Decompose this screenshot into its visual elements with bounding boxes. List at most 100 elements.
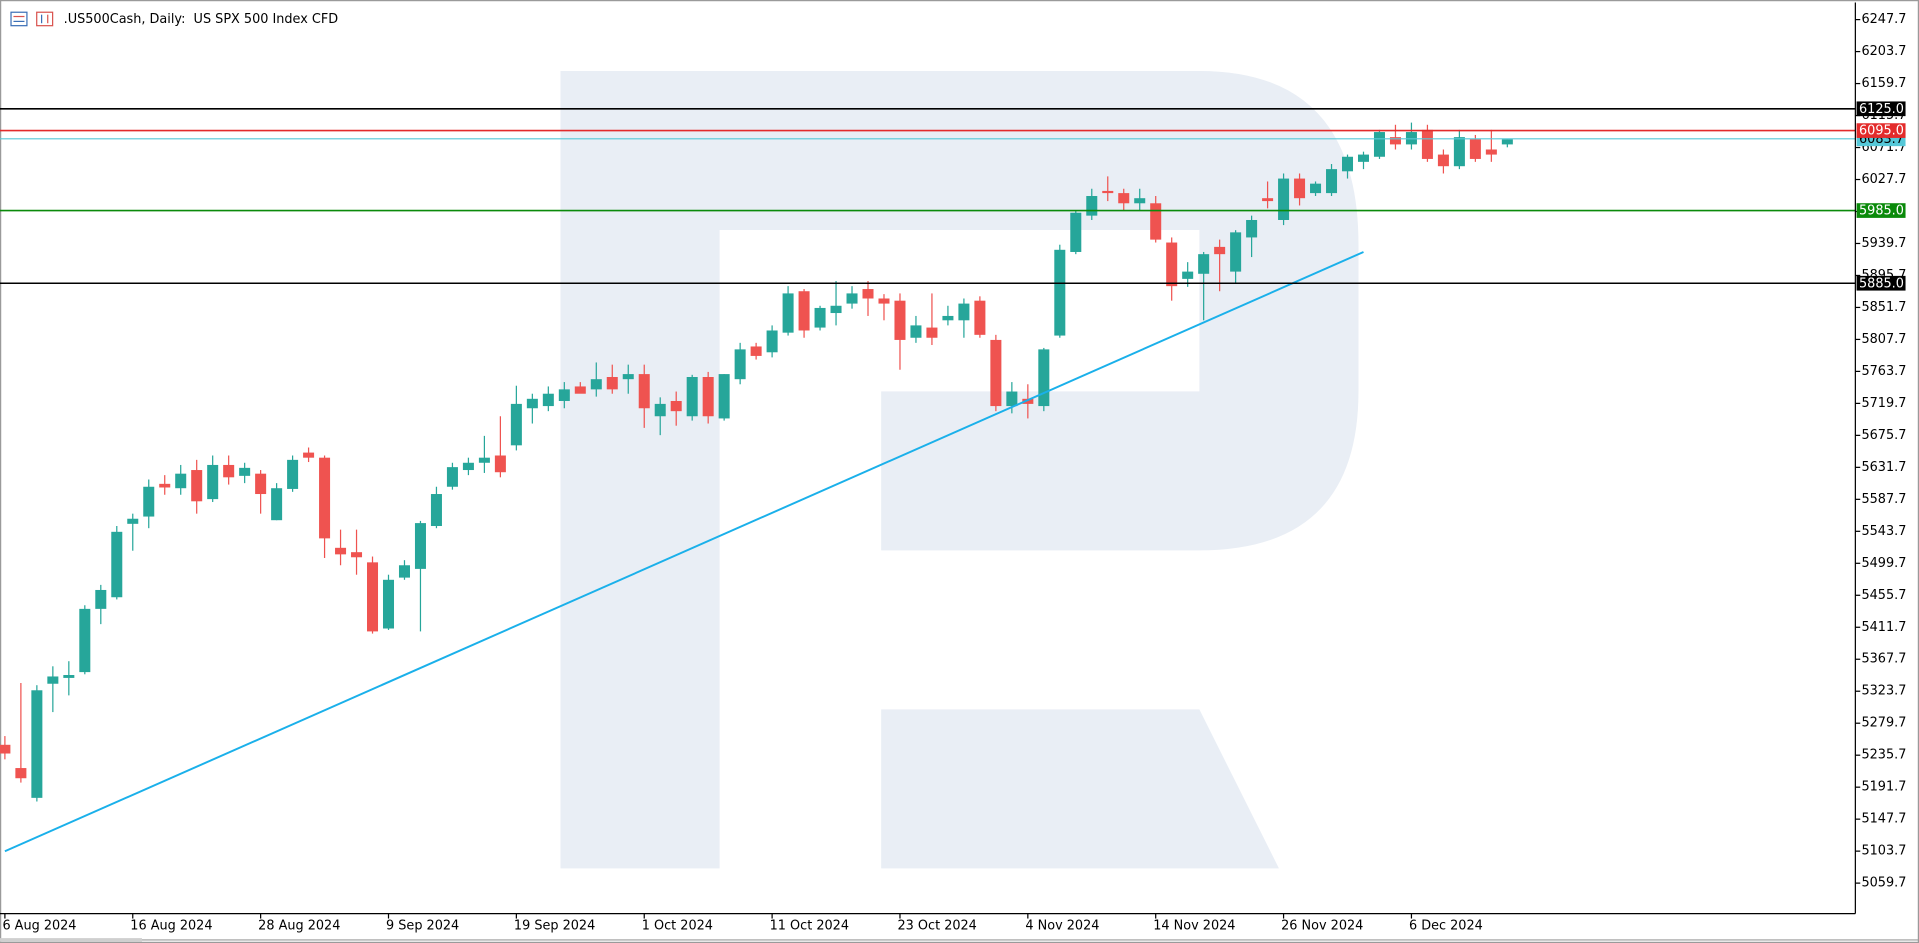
y-tick-label: 5631.7: [1861, 460, 1906, 475]
candle-body: [958, 303, 970, 321]
candle-body: [910, 325, 922, 338]
candle-body: [862, 289, 874, 299]
candle-body: [398, 565, 410, 578]
candle-body: [95, 589, 107, 609]
candle-body: [1357, 154, 1370, 162]
x-tick-label: 9 Sep 2024: [386, 918, 459, 933]
candle-body: [1182, 271, 1194, 279]
toolbar-icons: [10, 11, 54, 27]
level-tag: [1856, 203, 1906, 218]
candle-body: [510, 403, 522, 446]
candle-body: [558, 389, 570, 401]
candle-body: [606, 377, 618, 390]
y-tick-label: 5807.7: [1861, 332, 1906, 347]
candle-body: [1214, 246, 1226, 255]
x-tick-label: 26 Nov 2024: [1281, 918, 1363, 933]
candle-body: [1501, 139, 1513, 145]
x-tick-label: 1 Oct 2024: [642, 918, 713, 933]
candle-body: [670, 400, 682, 412]
x-tick-label: 14 Nov 2024: [1153, 918, 1235, 933]
icon-chart[interactable]: [36, 11, 54, 27]
y-tick-label: 5367.7: [1861, 652, 1906, 667]
y-tick-label: 5763.7: [1861, 364, 1906, 379]
candle-body: [1310, 183, 1322, 194]
candle-body: [1102, 190, 1114, 194]
candle-body: [830, 305, 842, 314]
y-tick-label: 5411.7: [1861, 620, 1906, 635]
candle-body: [319, 457, 331, 539]
candle-body: [1389, 137, 1401, 145]
y-tick-label: 5499.7: [1861, 556, 1906, 571]
level-label: 6095.0: [1859, 124, 1904, 139]
candle-body: [1262, 198, 1274, 202]
candle-body: [1485, 149, 1497, 155]
y-tick-label: 5147.7: [1861, 812, 1906, 827]
candle-body: [1118, 193, 1130, 204]
y-tick-label: 5323.7: [1861, 684, 1906, 699]
y-tick-label: 5455.7: [1861, 588, 1906, 603]
level-tag: [1856, 275, 1906, 291]
candle-body: [159, 483, 171, 488]
y-tick-label: 5543.7: [1861, 524, 1906, 539]
level-label: 5985.0: [1859, 204, 1904, 219]
x-tick-label: 19 Sep 2024: [514, 918, 595, 933]
candle-body: [814, 307, 826, 328]
candle-body: [287, 459, 299, 489]
candle-body: [590, 379, 602, 390]
y-tick-label: 5279.7: [1861, 716, 1906, 731]
watermark-logo-leg: [881, 709, 1279, 869]
candle-body: [1230, 232, 1242, 272]
candle-body: [462, 462, 474, 471]
candle-body: [542, 393, 554, 407]
x-tick-label: 28 Aug 2024: [258, 918, 340, 933]
candle-body: [175, 473, 187, 489]
candle-body: [1166, 242, 1178, 287]
candle-body: [1437, 154, 1449, 167]
candle-body: [846, 293, 858, 304]
y-tick-label: 6247.7: [1861, 12, 1906, 27]
x-tick-label: 6 Aug 2024: [2, 918, 76, 933]
candle-body: [63, 675, 75, 678]
candle-body: [0, 744, 11, 754]
level-label: 6125.0: [1859, 102, 1904, 117]
candle-body: [798, 291, 810, 331]
candle-body: [335, 547, 347, 555]
y-tick-label: 6027.7: [1861, 172, 1906, 187]
candle-body: [47, 676, 59, 684]
level-tag: [1856, 101, 1906, 117]
candle-body: [143, 486, 155, 517]
y-tick-label: 5059.7: [1861, 876, 1906, 891]
y-tick-label: 5191.7: [1861, 780, 1906, 795]
x-tick-label: 4 Nov 2024: [1025, 918, 1099, 933]
candle-body: [79, 608, 91, 673]
y-tick-label: 6159.7: [1861, 76, 1906, 91]
candle-body: [1342, 156, 1354, 172]
candle-body: [766, 330, 778, 353]
candle-body: [942, 315, 954, 321]
candle-body: [1198, 254, 1210, 274]
candle-body: [31, 690, 43, 798]
x-tick-label: 23 Oct 2024: [898, 918, 977, 933]
candle-body: [15, 768, 27, 779]
candle-body: [622, 374, 634, 380]
candle-body: [1246, 219, 1258, 238]
candle-body: [1469, 139, 1481, 159]
candle-body: [494, 455, 506, 473]
candle-body: [718, 374, 730, 419]
scrollbar-thumb[interactable]: [0, 938, 142, 942]
candle-body: [367, 562, 379, 632]
candle-body: [526, 398, 538, 409]
candle-body: [1038, 349, 1050, 407]
icon-list[interactable]: [10, 11, 28, 27]
candle-body: [478, 457, 490, 463]
candle-body: [351, 552, 363, 558]
candle-body: [255, 473, 267, 495]
candle-body: [303, 452, 315, 458]
candle-body: [382, 579, 395, 629]
candle-body: [430, 494, 442, 527]
plot: [0, 107, 1856, 853]
candle-body: [894, 300, 906, 340]
candle-body: [990, 339, 1002, 407]
y-tick-label: 5587.7: [1861, 492, 1906, 507]
candle-body: [239, 467, 251, 476]
